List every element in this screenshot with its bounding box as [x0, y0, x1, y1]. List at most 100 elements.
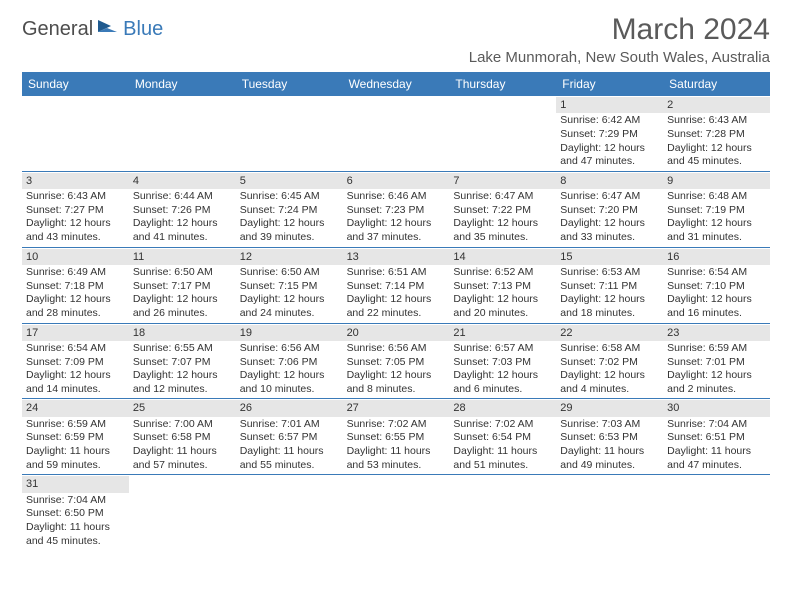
sunrise-text: Sunrise: 6:54 AM — [26, 342, 125, 356]
sunset-text: Sunset: 7:15 PM — [240, 280, 339, 294]
day-cell: 1Sunrise: 6:42 AMSunset: 7:29 PMDaylight… — [556, 96, 663, 172]
sunrise-text: Sunrise: 7:03 AM — [560, 418, 659, 432]
daylight-text: Daylight: 12 hours and 43 minutes. — [26, 217, 125, 244]
day-number: 1 — [556, 97, 663, 113]
sunrise-text: Sunrise: 6:59 AM — [667, 342, 766, 356]
daylight-text: Daylight: 12 hours and 18 minutes. — [560, 293, 659, 320]
sunrise-text: Sunrise: 6:49 AM — [26, 266, 125, 280]
day-number: 27 — [343, 400, 450, 416]
day-number: 26 — [236, 400, 343, 416]
sunrise-text: Sunrise: 6:44 AM — [133, 190, 232, 204]
sunset-text: Sunset: 7:17 PM — [133, 280, 232, 294]
sunset-text: Sunset: 7:10 PM — [667, 280, 766, 294]
day-number: 14 — [449, 249, 556, 265]
sunset-text: Sunset: 7:29 PM — [560, 128, 659, 142]
day-number: 6 — [343, 173, 450, 189]
sunset-text: Sunset: 7:09 PM — [26, 356, 125, 370]
day-cell: 17Sunrise: 6:54 AMSunset: 7:09 PMDayligh… — [22, 324, 129, 400]
daylight-text: Daylight: 12 hours and 31 minutes. — [667, 217, 766, 244]
sunset-text: Sunset: 7:20 PM — [560, 204, 659, 218]
day-cell — [663, 475, 770, 550]
sunset-text: Sunset: 7:19 PM — [667, 204, 766, 218]
sunset-text: Sunset: 7:06 PM — [240, 356, 339, 370]
sunrise-text: Sunrise: 6:50 AM — [133, 266, 232, 280]
sunset-text: Sunset: 6:50 PM — [26, 507, 125, 521]
sunrise-text: Sunrise: 6:47 AM — [453, 190, 552, 204]
day-number: 7 — [449, 173, 556, 189]
daylight-text: Daylight: 12 hours and 8 minutes. — [347, 369, 446, 396]
sunset-text: Sunset: 6:51 PM — [667, 431, 766, 445]
day-header: Wednesday — [343, 72, 450, 96]
calendar-grid: SundayMondayTuesdayWednesdayThursdayFrid… — [22, 72, 770, 550]
sunset-text: Sunset: 6:54 PM — [453, 431, 552, 445]
day-cell: 24Sunrise: 6:59 AMSunset: 6:59 PMDayligh… — [22, 399, 129, 475]
sunset-text: Sunset: 6:53 PM — [560, 431, 659, 445]
daylight-text: Daylight: 11 hours and 47 minutes. — [667, 445, 766, 472]
sunrise-text: Sunrise: 7:00 AM — [133, 418, 232, 432]
daylight-text: Daylight: 12 hours and 39 minutes. — [240, 217, 339, 244]
daylight-text: Daylight: 12 hours and 10 minutes. — [240, 369, 339, 396]
day-cell: 22Sunrise: 6:58 AMSunset: 7:02 PMDayligh… — [556, 324, 663, 400]
logo-text-blue: Blue — [123, 18, 163, 41]
day-number: 18 — [129, 325, 236, 341]
day-cell: 30Sunrise: 7:04 AMSunset: 6:51 PMDayligh… — [663, 399, 770, 475]
day-number: 19 — [236, 325, 343, 341]
day-cell: 8Sunrise: 6:47 AMSunset: 7:20 PMDaylight… — [556, 172, 663, 248]
day-cell — [343, 96, 450, 172]
day-cell — [556, 475, 663, 550]
daylight-text: Daylight: 12 hours and 28 minutes. — [26, 293, 125, 320]
sunrise-text: Sunrise: 6:46 AM — [347, 190, 446, 204]
day-cell: 19Sunrise: 6:56 AMSunset: 7:06 PMDayligh… — [236, 324, 343, 400]
day-number: 23 — [663, 325, 770, 341]
day-header: Friday — [556, 72, 663, 96]
sunset-text: Sunset: 7:07 PM — [133, 356, 232, 370]
day-cell: 2Sunrise: 6:43 AMSunset: 7:28 PMDaylight… — [663, 96, 770, 172]
day-number: 8 — [556, 173, 663, 189]
logo-flag-icon — [97, 18, 121, 41]
day-cell: 7Sunrise: 6:47 AMSunset: 7:22 PMDaylight… — [449, 172, 556, 248]
day-cell: 20Sunrise: 6:56 AMSunset: 7:05 PMDayligh… — [343, 324, 450, 400]
day-number: 13 — [343, 249, 450, 265]
sunset-text: Sunset: 6:59 PM — [26, 431, 125, 445]
sunrise-text: Sunrise: 7:04 AM — [667, 418, 766, 432]
daylight-text: Daylight: 11 hours and 57 minutes. — [133, 445, 232, 472]
location-text: Lake Munmorah, New South Wales, Australi… — [22, 49, 770, 66]
daylight-text: Daylight: 12 hours and 16 minutes. — [667, 293, 766, 320]
sunset-text: Sunset: 6:57 PM — [240, 431, 339, 445]
daylight-text: Daylight: 12 hours and 45 minutes. — [667, 142, 766, 169]
day-cell — [22, 96, 129, 172]
sunrise-text: Sunrise: 6:43 AM — [26, 190, 125, 204]
day-number: 24 — [22, 400, 129, 416]
day-number: 9 — [663, 173, 770, 189]
sunrise-text: Sunrise: 7:02 AM — [347, 418, 446, 432]
day-cell: 11Sunrise: 6:50 AMSunset: 7:17 PMDayligh… — [129, 248, 236, 324]
day-number: 10 — [22, 249, 129, 265]
sunrise-text: Sunrise: 6:51 AM — [347, 266, 446, 280]
day-number: 16 — [663, 249, 770, 265]
day-number: 5 — [236, 173, 343, 189]
daylight-text: Daylight: 12 hours and 26 minutes. — [133, 293, 232, 320]
day-cell — [129, 96, 236, 172]
daylight-text: Daylight: 11 hours and 45 minutes. — [26, 521, 125, 548]
sunrise-text: Sunrise: 6:58 AM — [560, 342, 659, 356]
day-header: Saturday — [663, 72, 770, 96]
day-number: 28 — [449, 400, 556, 416]
day-number: 29 — [556, 400, 663, 416]
daylight-text: Daylight: 12 hours and 14 minutes. — [26, 369, 125, 396]
sunset-text: Sunset: 7:14 PM — [347, 280, 446, 294]
daylight-text: Daylight: 12 hours and 22 minutes. — [347, 293, 446, 320]
sunrise-text: Sunrise: 6:57 AM — [453, 342, 552, 356]
daylight-text: Daylight: 11 hours and 53 minutes. — [347, 445, 446, 472]
day-number: 17 — [22, 325, 129, 341]
sunrise-text: Sunrise: 6:42 AM — [560, 114, 659, 128]
day-cell: 26Sunrise: 7:01 AMSunset: 6:57 PMDayligh… — [236, 399, 343, 475]
daylight-text: Daylight: 11 hours and 59 minutes. — [26, 445, 125, 472]
day-cell: 4Sunrise: 6:44 AMSunset: 7:26 PMDaylight… — [129, 172, 236, 248]
day-cell: 29Sunrise: 7:03 AMSunset: 6:53 PMDayligh… — [556, 399, 663, 475]
day-number: 15 — [556, 249, 663, 265]
day-number: 21 — [449, 325, 556, 341]
sunrise-text: Sunrise: 6:48 AM — [667, 190, 766, 204]
sunset-text: Sunset: 7:18 PM — [26, 280, 125, 294]
sunset-text: Sunset: 7:27 PM — [26, 204, 125, 218]
daylight-text: Daylight: 12 hours and 33 minutes. — [560, 217, 659, 244]
